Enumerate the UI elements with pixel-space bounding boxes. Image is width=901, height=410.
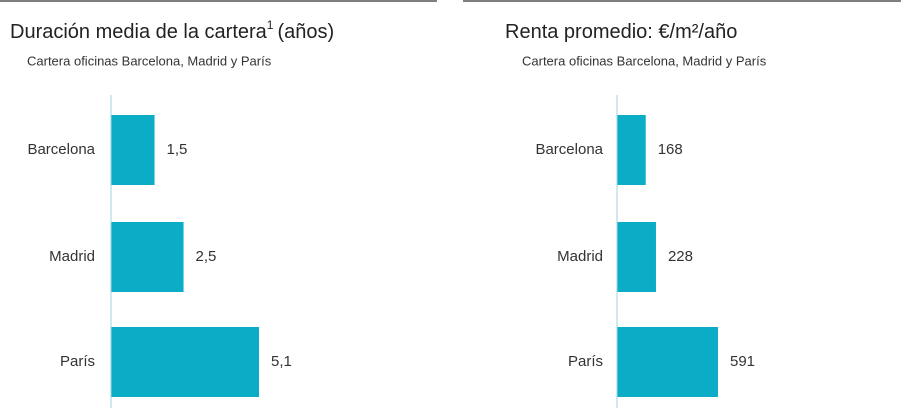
chart-subtitle: Cartera oficinas Barcelona, Madrid y Par…	[522, 53, 767, 68]
chart-subtitle: Cartera oficinas Barcelona, Madrid y Par…	[27, 53, 272, 68]
category-label: Madrid	[557, 248, 603, 265]
chart-title: Duración media de la cartera1 (años)	[10, 18, 334, 43]
chart-title: Renta promedio: €/m²/año	[505, 21, 737, 43]
bar	[617, 222, 656, 292]
value-label: 5,1	[271, 353, 292, 370]
value-label: 2,5	[196, 248, 217, 265]
bar	[111, 115, 155, 185]
value-label: 591	[730, 353, 755, 370]
category-label: París	[60, 353, 95, 370]
bar	[111, 222, 184, 292]
value-label: 168	[658, 141, 683, 158]
category-label: Madrid	[49, 248, 95, 265]
bar	[111, 327, 259, 397]
category-label: París	[568, 353, 603, 370]
category-label: Barcelona	[27, 141, 95, 158]
bar	[617, 115, 646, 185]
title-text: Duración media de la cartera	[10, 21, 268, 43]
title-note: 1	[267, 18, 274, 32]
bar	[617, 327, 718, 397]
value-label: 1,5	[167, 141, 188, 158]
category-label: Barcelona	[535, 141, 603, 158]
title-text: Renta promedio: €/m²/año	[505, 21, 737, 43]
value-label: 228	[668, 248, 693, 265]
title-suffix: (años)	[277, 21, 334, 43]
